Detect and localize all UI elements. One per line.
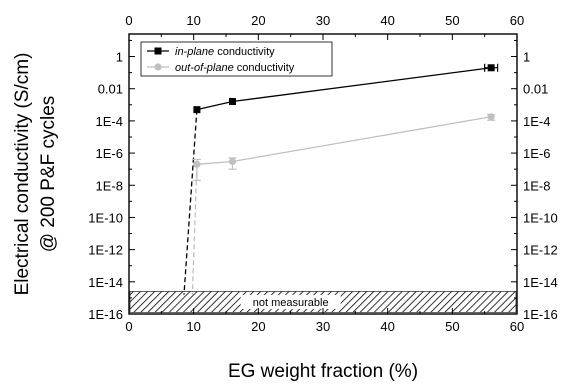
x-axis-title: EG weight fraction (%) <box>228 361 418 382</box>
data-point-square <box>193 106 201 114</box>
x-tick-label-bottom: 40 <box>380 319 394 334</box>
annotation-background <box>240 294 341 309</box>
x-tick-label-bottom: 20 <box>251 319 265 334</box>
y-tick-label-right: 1E-4 <box>523 114 550 129</box>
x-tick-label-bottom: 50 <box>445 319 459 334</box>
dashed-drop-lines <box>183 109 198 295</box>
legend-marker-out-of-plane <box>154 63 162 71</box>
axes: 0 0 10 10 20 20 30 30 40 40 50 50 60 60 1 1 0.01 0.01 1E-4… <box>88 13 557 334</box>
y-tick-label-right: 1E-14 <box>523 275 558 290</box>
y-tick-label-right: 1E-6 <box>523 146 550 161</box>
x-tick-label-bottom: 0 <box>125 319 132 334</box>
y-tick-label-right: 1E-12 <box>523 243 558 258</box>
series-in-plane <box>193 63 499 114</box>
y-tick-label-right: 1 <box>523 50 530 65</box>
data-point-square <box>487 64 495 72</box>
y-tick-label-left: 0.01 <box>98 82 123 97</box>
series-layer <box>192 63 499 182</box>
data-point-circle <box>193 160 201 168</box>
y-tick-label-right: 1E-10 <box>523 210 558 225</box>
y-tick-label-right: 1E-8 <box>523 178 550 193</box>
x-tick-label-top: 60 <box>510 13 524 28</box>
legend-entry-in-plane: in-plane conductivity <box>147 46 275 58</box>
annotation-not-measurable: not measurable <box>253 297 329 309</box>
x-tick-label-top: 20 <box>251 13 265 28</box>
dashed-drop-line <box>191 164 198 295</box>
x-tick-label-top: 10 <box>186 13 200 28</box>
y-tick-label-left: 1E-4 <box>96 114 123 129</box>
y-tick-label-right: 1E-16 <box>523 307 558 322</box>
legend-entry-out-of-plane: out-of-plane conductivity <box>147 62 295 74</box>
y-tick-label-left: 1E-6 <box>96 146 123 161</box>
dashed-drop-line <box>183 109 198 295</box>
x-tick-label-bottom: 60 <box>510 319 524 334</box>
y-tick-label-left: 1E-14 <box>88 275 123 290</box>
legend-label-in-plane: in-plane conductivity <box>175 46 275 58</box>
y-tick-label-right: 0.01 <box>523 82 548 97</box>
y-tick-label-left: 1E-10 <box>88 210 123 225</box>
legend-label-out-of-plane: out-of-plane conductivity <box>175 62 295 74</box>
x-tick-label-top: 40 <box>380 13 394 28</box>
y-axis-title-line1: Electrical conductivity (S/cm) <box>12 53 33 296</box>
legend-marker-in-plane <box>154 47 162 55</box>
y-tick-label-left: 1 <box>116 50 123 65</box>
x-tick-label-bottom: 10 <box>186 319 200 334</box>
x-tick-label-top: 50 <box>445 13 459 28</box>
y-tick-label-left: 1E-8 <box>96 178 123 193</box>
legend: in-plane conductivity out-of-plane condu… <box>140 41 333 77</box>
data-point-circle <box>487 113 495 121</box>
legend-frame <box>140 41 333 77</box>
x-tick-label-top: 0 <box>125 13 132 28</box>
annotation-group: not measurable <box>240 294 341 309</box>
x-tick-label-top: 30 <box>316 13 330 28</box>
data-point-square <box>228 98 236 106</box>
series-line <box>196 116 492 165</box>
x-tick-label-bottom: 30 <box>316 319 330 334</box>
y-axis-title: Electrical conductivity (S/cm) @ 200 P&F… <box>12 53 59 296</box>
series-out-of-plane <box>192 113 496 182</box>
y-tick-label-left: 1E-16 <box>88 307 123 322</box>
data-point-circle <box>228 157 237 166</box>
y-axis-title-line2: @ 200 P&F cycles <box>38 96 59 253</box>
y-tick-label-left: 1E-12 <box>88 243 123 258</box>
